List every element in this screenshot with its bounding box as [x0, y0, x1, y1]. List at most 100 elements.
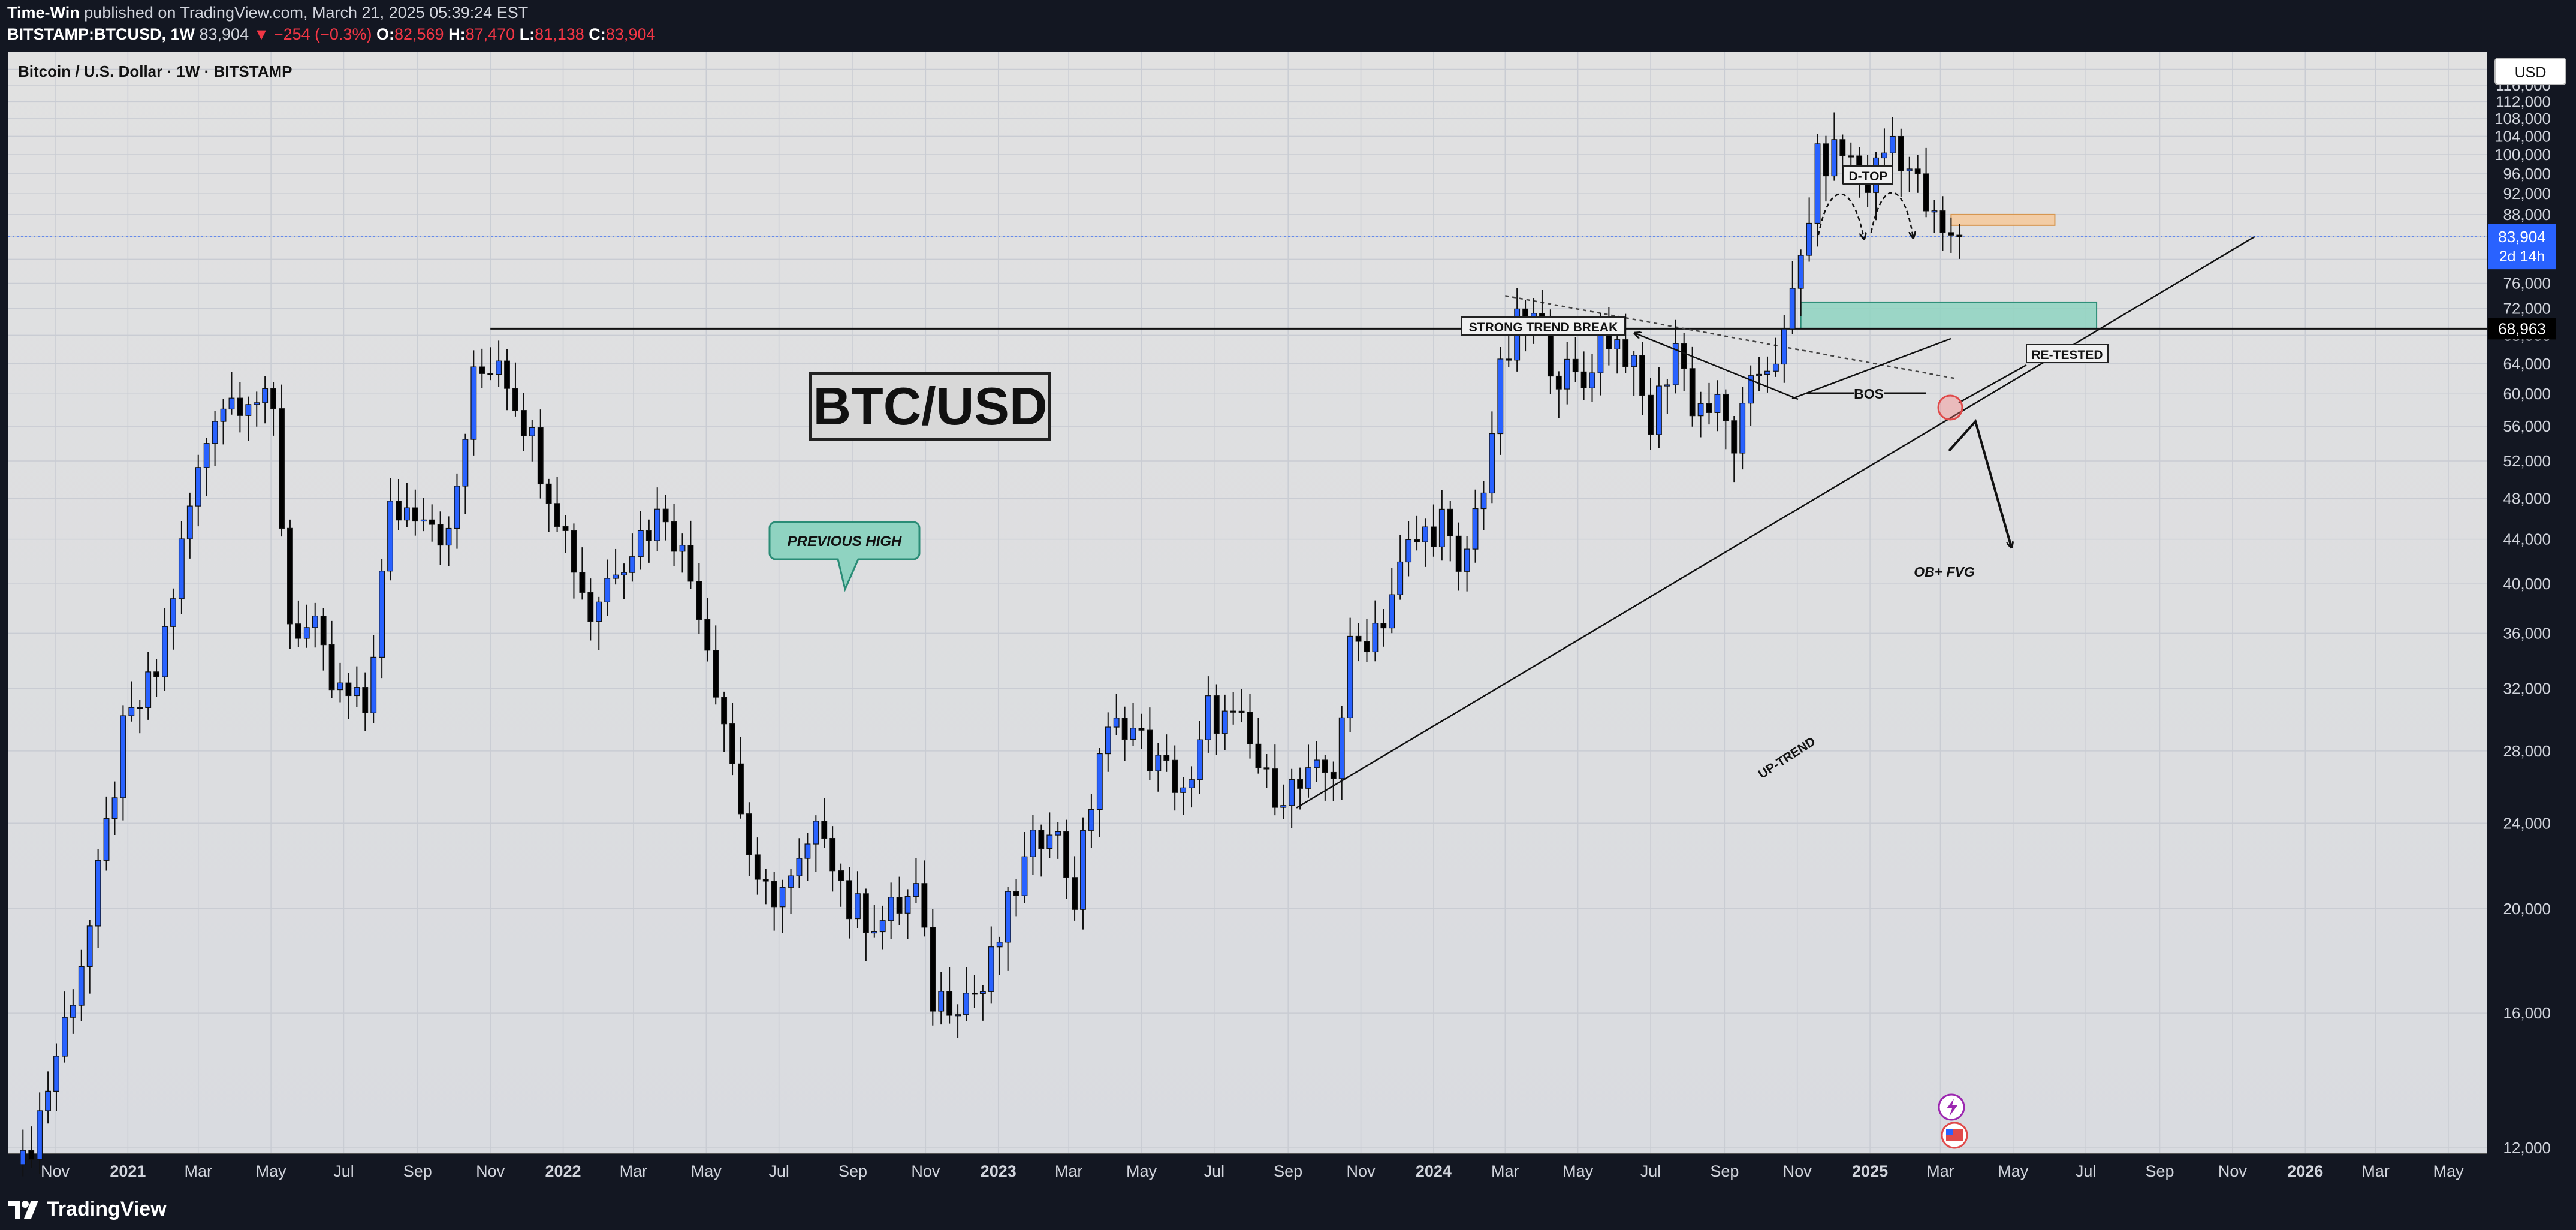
d-top-text: D-TOP [1849, 170, 1888, 183]
x-tick-label: Jul [1640, 1162, 1661, 1180]
candle-bear [1213, 695, 1220, 734]
x-tick-label: Jul [1204, 1162, 1225, 1180]
x-tick-label: Nov [2218, 1162, 2248, 1180]
x-tick-label: May [1563, 1162, 1594, 1180]
candle-bull [1931, 210, 1938, 213]
previous-high-text: PREVIOUS HIGH [788, 533, 902, 550]
event-icons[interactable] [1938, 1093, 1968, 1149]
candle-bull [1656, 385, 1662, 435]
candle-bull [445, 527, 452, 546]
x-tick-label: Mar [1926, 1162, 1954, 1180]
candle-bull [337, 682, 343, 691]
neckline [1791, 337, 1951, 400]
x-tick-label: 2023 [981, 1162, 1016, 1180]
candle-bull [387, 501, 393, 572]
candle-bull [254, 402, 260, 405]
y-tick-label: 24,000 [2503, 814, 2551, 832]
candle-bull [1781, 328, 1787, 365]
candle-bear [846, 880, 852, 920]
publish-text: published on TradingView.com, March 21, … [84, 4, 529, 22]
y-tick-label: 60,000 [2503, 385, 2551, 403]
d-top-label[interactable] [1843, 165, 1893, 185]
x-tick-label: Nov [41, 1162, 70, 1180]
candle-bull [955, 1014, 961, 1017]
level-tag [2488, 318, 2556, 340]
author-name[interactable]: Time-Win [7, 4, 80, 22]
candle-bull [629, 556, 635, 573]
candle-bull [111, 797, 118, 819]
candle-bear [362, 687, 369, 713]
candle-bull [470, 366, 477, 440]
chart-title-box: BTC/USD [809, 372, 1051, 441]
ob-fvg-zone [1800, 301, 2098, 330]
y-tick-label: 76,000 [2503, 274, 2551, 292]
candle-bear [579, 572, 586, 593]
close-value: 83,904 [605, 25, 656, 43]
symbol-description[interactable]: Bitcoin / U.S. Dollar · 1W · BITSTAMP [18, 62, 292, 80]
y-tick-label: 28,000 [2503, 742, 2551, 760]
candle-bear [1681, 343, 1687, 369]
candle-bear [1072, 877, 1078, 910]
candle-bull [988, 946, 994, 992]
strong-trend-break-text: STRONG TREND BREAK [1469, 321, 1618, 334]
candle-bull [370, 656, 377, 713]
strong-trend-break-arrow [1635, 333, 1799, 400]
candle-bear [1163, 755, 1170, 761]
grid-lines [8, 52, 2487, 1154]
candle-bull [45, 1090, 51, 1111]
candle-bull [938, 991, 945, 1012]
currency-button[interactable]: USD [2494, 58, 2566, 85]
open-value: 82,569 [394, 25, 444, 43]
candle-bull [796, 858, 803, 876]
high-value: 87,470 [465, 25, 515, 43]
candle-bull [1672, 343, 1679, 385]
tradingview-brand[interactable]: TradingView [8, 1198, 167, 1221]
candle-bull [1831, 139, 1838, 177]
re-tested-pointer [1958, 364, 2027, 404]
candle-bull [1205, 695, 1211, 740]
candle-bull [804, 843, 811, 859]
candle-bull [303, 627, 310, 639]
candle-bear [921, 883, 928, 928]
price-axis-labels: 12,000 16,000 20,000 24,000 28,000 32,000 36,0… [2494, 61, 2551, 1157]
time-axis: Nov 2021 Mar May Jul Sep Nov 2022 Mar May Jul Sep No… [41, 1162, 2464, 1180]
candle-bull [379, 571, 385, 658]
candle-bull [529, 427, 535, 436]
candle-bull [262, 388, 269, 403]
strong-trend-break-label[interactable] [1461, 316, 1625, 336]
candle-bull [788, 875, 794, 888]
candle-bear [1430, 526, 1437, 548]
candle-bear [287, 527, 293, 625]
previous-high-callout[interactable] [768, 521, 921, 592]
candle-bear [930, 927, 936, 1012]
x-tick-label: Mar [1491, 1162, 1519, 1180]
candle-bear [1364, 641, 1370, 653]
y-tick-label: 72,000 [2503, 300, 2551, 318]
candle-bull [1748, 375, 1754, 404]
candle-bull [1055, 831, 1061, 836]
candle-bull [1372, 623, 1379, 653]
candle-bear [721, 697, 728, 725]
y-tick-label: 36,000 [2503, 624, 2551, 642]
candle-bear [1839, 139, 1846, 156]
y-tick-label: 108,000 [2494, 110, 2551, 128]
chart-pane[interactable] [8, 52, 2496, 1153]
candle-bear [571, 530, 577, 573]
re-tested-label[interactable] [2026, 344, 2109, 363]
candle-bull [888, 897, 894, 921]
candle-bear [896, 897, 903, 914]
candle-bull [1906, 168, 1913, 171]
x-tick-label: Mar [1055, 1162, 1083, 1180]
candle-bull [1314, 759, 1320, 768]
candle-bull [195, 467, 201, 507]
y-tick-label: 104,000 [2494, 127, 2551, 145]
candle-bear [1322, 759, 1328, 773]
candle-bull [145, 671, 152, 708]
candle-bear [28, 1150, 35, 1160]
y-tick-label: 56,000 [2503, 417, 2551, 435]
candle-bull [654, 508, 660, 541]
candle-bull [1489, 433, 1495, 494]
y-tick-label: 32,000 [2503, 679, 2551, 697]
candle-bull [1472, 508, 1479, 550]
